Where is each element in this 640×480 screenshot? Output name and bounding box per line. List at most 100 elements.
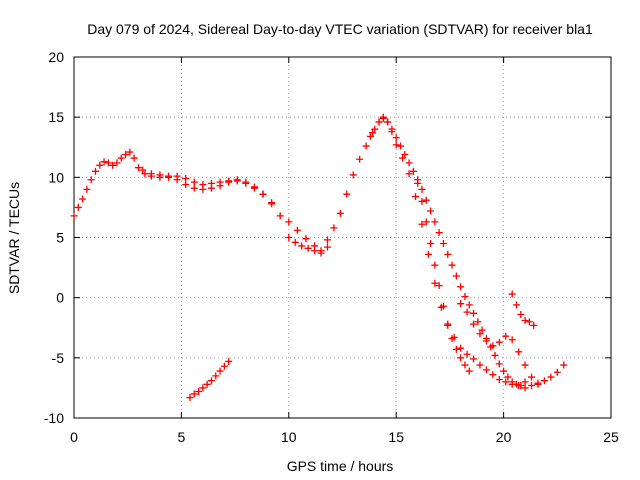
- data-point: [259, 190, 267, 198]
- data-point: [207, 377, 215, 385]
- data-point: [375, 118, 383, 126]
- data-point: [427, 240, 435, 248]
- data-point: [495, 360, 503, 368]
- data-point: [504, 373, 512, 381]
- data-point: [521, 317, 529, 325]
- data-point: [405, 159, 413, 167]
- data-point: [186, 394, 194, 402]
- data-point: [528, 373, 536, 381]
- series-dip-arc: [285, 234, 331, 257]
- data-point: [302, 235, 310, 243]
- data-point: [452, 345, 460, 353]
- data-point: [470, 355, 478, 363]
- data-point: [530, 321, 538, 329]
- data-point: [401, 150, 409, 158]
- data-point: [70, 212, 78, 220]
- data-point: [323, 243, 331, 251]
- data-point: [463, 308, 471, 316]
- data-point: [79, 195, 87, 203]
- data-point: [130, 154, 138, 162]
- x-tick-label: 25: [603, 429, 619, 445]
- data-point: [547, 373, 555, 381]
- data-point: [457, 300, 465, 308]
- data-point: [476, 361, 484, 369]
- data-point: [220, 362, 228, 370]
- data-point: [291, 238, 299, 246]
- y-tick-label: -10: [44, 410, 64, 426]
- data-point: [435, 282, 443, 290]
- data-point: [298, 242, 306, 250]
- data-point: [457, 283, 465, 291]
- y-tick-labels: -10 -5 0 5 10 15 20: [44, 49, 64, 426]
- data-point: [87, 176, 95, 184]
- data-point: [117, 154, 125, 162]
- series-small-arc: [508, 290, 538, 329]
- data-point: [424, 250, 432, 258]
- data-point: [525, 318, 533, 326]
- data-point: [517, 382, 525, 390]
- data-point: [508, 290, 516, 298]
- data-point: [126, 148, 134, 156]
- data-point: [427, 207, 435, 215]
- data-point: [100, 158, 108, 166]
- y-tick-label: 0: [56, 290, 64, 306]
- data-point: [285, 218, 293, 226]
- y-tick-label: -5: [52, 350, 65, 366]
- data-point: [268, 200, 276, 208]
- data-point: [134, 164, 142, 172]
- data-point: [495, 338, 503, 346]
- data-point: [392, 141, 400, 149]
- data-point: [528, 382, 536, 390]
- data-point: [371, 125, 379, 133]
- data-point: [508, 378, 516, 386]
- data-point: [517, 311, 525, 319]
- data-point: [323, 236, 331, 244]
- axis-ticks: [73, 56, 612, 419]
- data-point: [422, 218, 430, 226]
- data-point: [515, 348, 523, 356]
- data-point: [250, 183, 258, 191]
- data-point: [444, 320, 452, 328]
- data-point: [109, 161, 117, 169]
- data-point: [233, 176, 241, 184]
- data-point: [362, 142, 370, 150]
- data-point: [470, 309, 478, 317]
- data-point: [96, 161, 104, 169]
- data-point: [388, 125, 396, 133]
- data-point: [560, 361, 568, 369]
- data-point: [311, 247, 319, 255]
- data-point: [113, 159, 121, 167]
- data-point: [343, 190, 351, 198]
- data-point: [414, 179, 422, 187]
- data-point: [330, 224, 338, 232]
- data-point: [304, 244, 312, 252]
- data-point: [276, 212, 284, 220]
- series-low-arc: [186, 357, 233, 402]
- data-point: [444, 250, 452, 258]
- data-point: [500, 367, 508, 375]
- data-point: [216, 182, 224, 190]
- data-point: [173, 176, 181, 184]
- chart-title: Day 079 of 2024, Sidereal Day-to-day VTE…: [87, 21, 593, 37]
- data-point: [199, 185, 207, 193]
- y-tick-label: 10: [48, 169, 64, 185]
- data-point: [195, 388, 203, 396]
- grid-lines: [74, 57, 611, 418]
- data-point: [104, 159, 112, 167]
- x-tick-labels: 0 5 10 15 20 25: [70, 429, 619, 445]
- data-point: [122, 150, 130, 158]
- data-point: [418, 185, 426, 193]
- data-point: [521, 384, 529, 392]
- data-point: [463, 350, 471, 358]
- data-point: [392, 134, 400, 142]
- data-point: [491, 351, 499, 359]
- data-point: [225, 178, 233, 186]
- data-point: [489, 371, 497, 379]
- data-point: [91, 167, 99, 175]
- data-point: [182, 175, 190, 183]
- data-point: [405, 170, 413, 178]
- data-point: [165, 172, 173, 180]
- data-point: [478, 326, 486, 334]
- data-point: [216, 367, 224, 375]
